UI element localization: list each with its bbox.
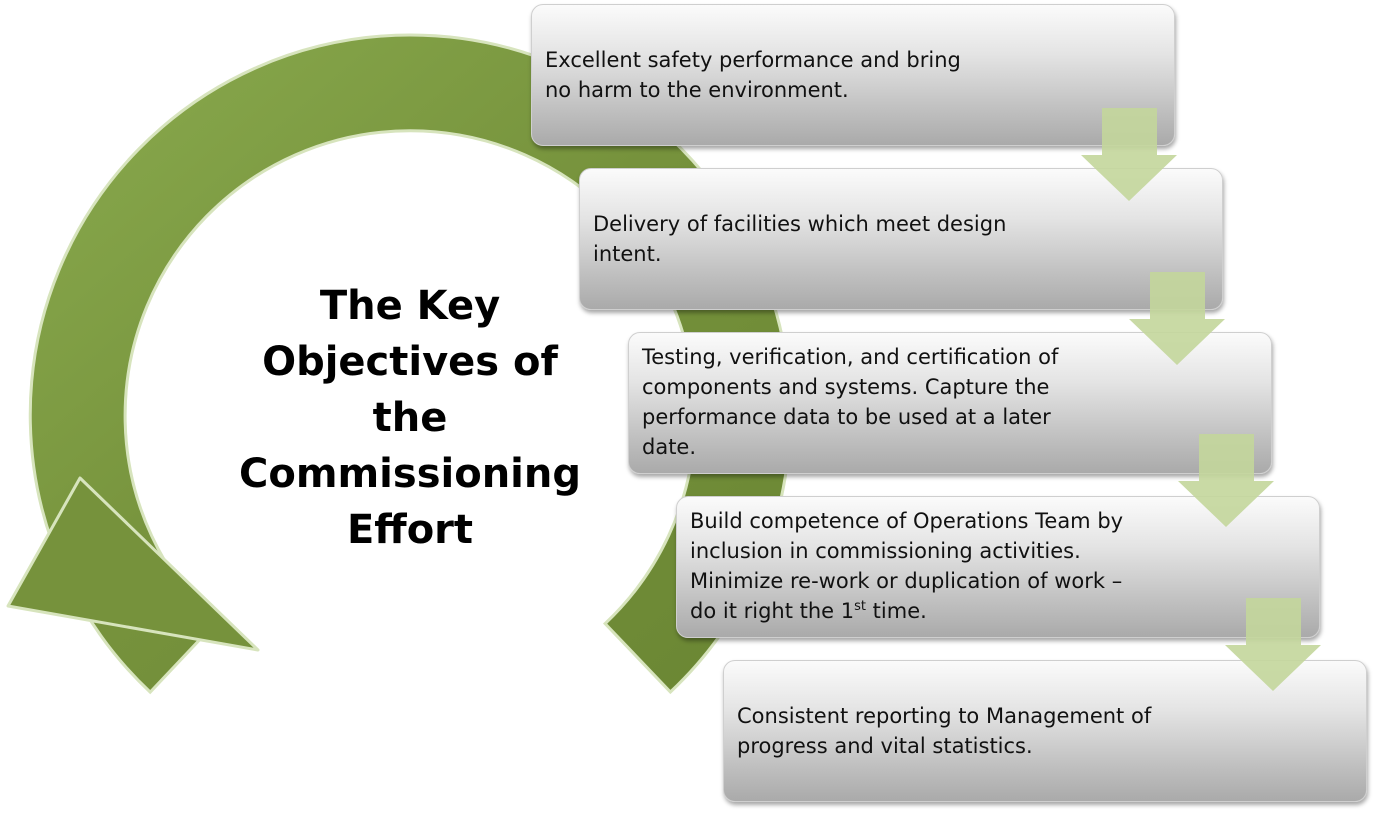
objective-text-part: Build competence of Operations Team by i… <box>690 509 1124 623</box>
down-arrow-icon <box>1178 434 1274 527</box>
objective-step-3: Testing, verification, and certification… <box>628 332 1272 474</box>
title-line: the <box>372 395 448 441</box>
objective-text: Consistent reporting to Management of pr… <box>737 704 1152 758</box>
title-line: The Key <box>319 283 501 329</box>
objective-step-2: Delivery of facilities which meet design… <box>579 168 1223 310</box>
title-line: Effort <box>346 507 474 553</box>
objective-text: Delivery of facilities which meet design… <box>593 212 1007 266</box>
objective-text-part: time. <box>866 599 927 623</box>
objective-text: Excellent safety performance and bring n… <box>545 48 961 102</box>
diagram-title: The Key Objectives of the Commissioning … <box>230 278 590 558</box>
title-line: Commissioning <box>238 451 581 497</box>
cycle-arrow-head <box>6 476 260 652</box>
ordinal-suffix: st <box>854 599 866 614</box>
down-arrow-icon <box>1225 598 1321 691</box>
title-line: Objectives of <box>262 339 558 385</box>
objective-step-5: Consistent reporting to Management of pr… <box>723 660 1367 802</box>
down-arrow-icon <box>1081 108 1177 201</box>
down-arrow-icon <box>1129 272 1225 365</box>
objective-step-1: Excellent safety performance and bring n… <box>531 4 1175 146</box>
objective-text: Testing, verification, and certification… <box>642 345 1059 459</box>
objective-step-4: Build competence of Operations Team by i… <box>676 496 1320 638</box>
objective-text: Build competence of Operations Team by i… <box>690 506 1129 626</box>
